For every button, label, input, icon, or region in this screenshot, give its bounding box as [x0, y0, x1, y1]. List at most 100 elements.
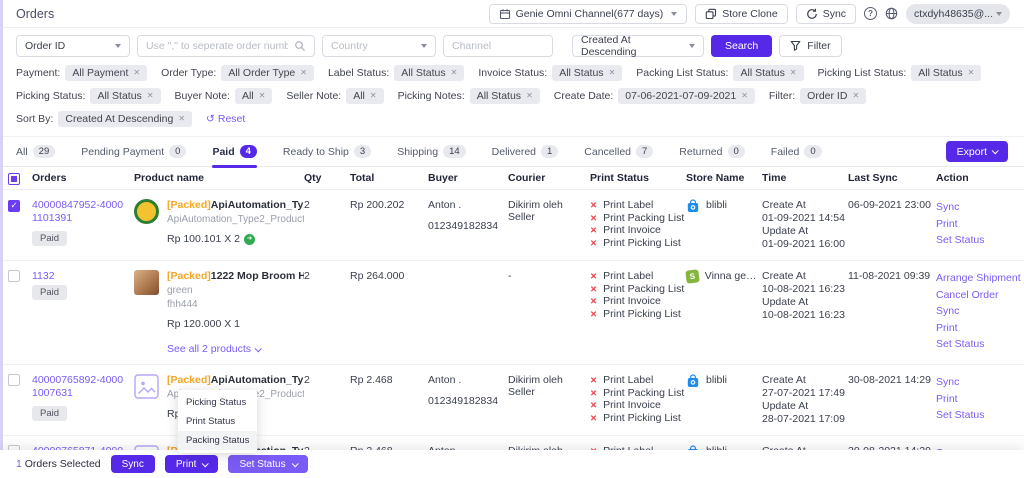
close-icon[interactable]: ✕ [741, 92, 748, 100]
row-checkbox[interactable] [8, 270, 20, 282]
chevron-down-icon [291, 460, 298, 467]
tab-ready-to-ship[interactable]: Ready to Ship3 [283, 137, 371, 167]
row-checkbox[interactable] [8, 200, 20, 212]
tab-delivered[interactable]: Delivered1 [492, 137, 559, 167]
tab-shipping[interactable]: Shipping14 [397, 137, 465, 167]
orders-page: Orders Genie Omni Channel(677 days) Stor… [0, 0, 1024, 478]
user-email: ctxdyh48635@... [914, 8, 993, 20]
bulk-set-status-button[interactable]: Set Status [228, 455, 307, 473]
col-action: Action [936, 172, 1016, 184]
tab-failed[interactable]: Failed0 [771, 137, 822, 167]
menu-item-packing-status[interactable]: Packing Status [178, 431, 257, 450]
order-id-select[interactable]: Order ID [16, 35, 130, 57]
action-set-status[interactable]: Set Status [936, 407, 1016, 424]
red-x-icon: ✕ [590, 412, 597, 425]
help-icon[interactable]: ? [864, 7, 877, 20]
action-print[interactable]: Print [936, 391, 1016, 408]
col-last-sync: Last Sync [848, 172, 936, 184]
filter-tag: Invoice Status:All Status✕ [478, 65, 622, 81]
qty-value: 2 [304, 199, 350, 251]
user-menu[interactable]: ctxdyh48635@... [906, 4, 1010, 24]
order-id-link[interactable]: 40000847952-40001101391 [32, 199, 134, 225]
product-name: ApiAutomation_Type2_Pro... [211, 374, 304, 387]
col-store-name: Store Name [686, 172, 762, 184]
country-select[interactable]: Country [322, 35, 436, 57]
chevron-down-icon [255, 345, 262, 352]
action-set-status[interactable]: Set Status [936, 336, 1016, 353]
update-at-label: Update At [762, 296, 848, 309]
tab-pending-payment[interactable]: Pending Payment0 [81, 137, 186, 167]
funnel-icon [790, 40, 802, 52]
filter-tag: Sort By:Created At Descending✕ [16, 111, 192, 127]
tag-value: All Status [97, 90, 141, 102]
bulk-print-button[interactable]: Print [165, 455, 219, 473]
tag-label: Picking Notes: [398, 90, 465, 102]
tab-count: 1 [541, 145, 558, 158]
channel-input[interactable] [452, 40, 544, 52]
search-button[interactable]: Search [711, 35, 772, 57]
print-status-item: Print Picking List [603, 237, 681, 250]
update-at-value: 01-09-2021 16:00 [762, 238, 848, 251]
close-icon[interactable]: ✕ [147, 92, 154, 100]
tab-cancelled[interactable]: Cancelled7 [584, 137, 653, 167]
tab-returned[interactable]: Returned0 [679, 137, 745, 167]
tag-pill: All Status✕ [394, 65, 464, 81]
export-button[interactable]: Export [946, 141, 1008, 162]
close-icon[interactable]: ✕ [451, 69, 458, 77]
close-icon[interactable]: ✕ [133, 69, 140, 77]
select-all-checkbox[interactable] [8, 173, 20, 185]
create-at-label: Create At [762, 374, 848, 387]
tag-pill: All Status✕ [911, 65, 981, 81]
reset-filters-link[interactable]: ↺Reset [206, 113, 245, 125]
store-clone-button[interactable]: Store Clone [695, 4, 787, 24]
menu-item-print-status[interactable]: Print Status [178, 412, 257, 431]
close-icon[interactable]: ✕ [790, 69, 797, 77]
tab-count: 3 [354, 145, 371, 158]
bulk-sync-button[interactable]: Sync [111, 455, 155, 473]
close-icon[interactable]: ✕ [609, 69, 616, 77]
see-all-products-link[interactable]: See all 2 products [167, 343, 260, 355]
tag-label: Label Status: [328, 67, 389, 79]
menu-item-picking-status[interactable]: Picking Status [178, 393, 257, 412]
close-icon[interactable]: ✕ [300, 69, 307, 77]
filter-tag: Create Date:07-06-2021-07-09-2021✕ [554, 88, 755, 104]
store-selector[interactable]: Genie Omni Channel(677 days) [489, 4, 688, 24]
red-x-icon: ✕ [590, 270, 597, 283]
create-at-value: 10-08-2021 16:23 [762, 283, 848, 296]
tab-all[interactable]: All29 [16, 137, 55, 167]
action-cancel-order[interactable]: Cancel Order [936, 287, 1016, 304]
close-icon[interactable]: ✕ [178, 115, 185, 123]
filter-button[interactable]: Filter [779, 35, 841, 57]
packed-tag: [Packed] [167, 374, 211, 387]
sort-select[interactable]: Created At Descending [572, 35, 704, 57]
tag-value: All Payment [72, 67, 128, 79]
row-checkbox[interactable] [8, 374, 20, 386]
action-arrange-shipment[interactable]: Arrange Shipment [936, 270, 1016, 287]
courier-value: - [508, 270, 590, 355]
order-id-link[interactable]: 1132 [32, 270, 134, 283]
close-icon[interactable]: ✕ [968, 69, 975, 77]
courier-value: Dikirim oleh Seller [508, 374, 590, 426]
action-sync[interactable]: Sync [936, 199, 1016, 216]
print-status-item: Print Label [603, 270, 653, 283]
action-sync[interactable]: Sync [936, 303, 1016, 320]
close-icon[interactable]: ✕ [370, 92, 377, 100]
close-icon[interactable]: ✕ [526, 92, 533, 100]
action-print[interactable]: Print [936, 320, 1016, 337]
action-print[interactable]: Print [936, 216, 1016, 233]
tab-paid[interactable]: Paid4 [212, 137, 256, 167]
magnifier-icon[interactable] [294, 40, 306, 52]
action-sync[interactable]: Sync [936, 374, 1016, 391]
close-icon[interactable]: ✕ [852, 92, 859, 100]
sync-button[interactable]: Sync [796, 4, 856, 24]
order-search-input[interactable] [146, 40, 288, 52]
action-set-status[interactable]: Set Status [936, 232, 1016, 249]
col-courier: Courier [508, 172, 590, 184]
globe-icon[interactable] [885, 7, 898, 20]
bulk-action-bar: 1 Orders Selected Sync Print Set Status [0, 450, 1024, 478]
bundle-icon: ➜ [244, 234, 255, 245]
chevron-down-icon [996, 12, 1002, 16]
order-id-link[interactable]: 40000765892-40001007631 [32, 374, 134, 400]
close-icon[interactable]: ✕ [259, 92, 266, 100]
bulk-print-label: Print [176, 459, 197, 470]
